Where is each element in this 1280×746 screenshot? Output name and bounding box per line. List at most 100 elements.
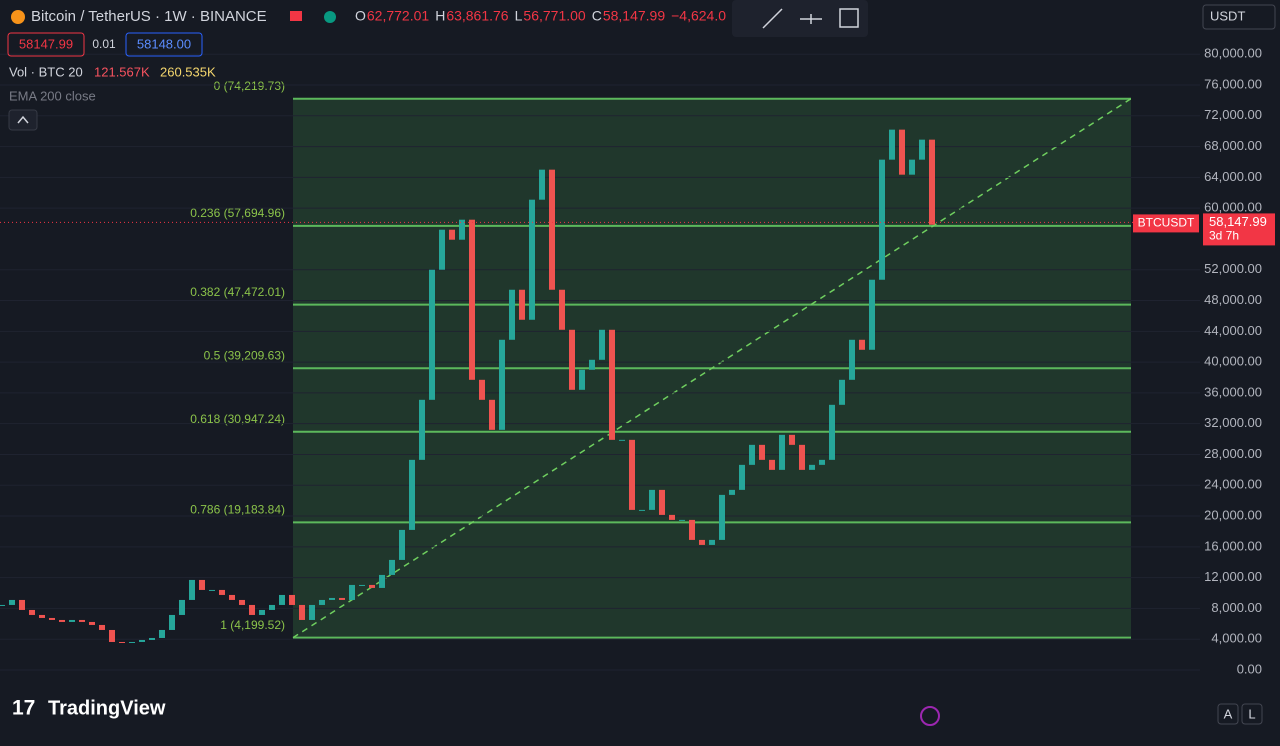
candle xyxy=(139,639,145,642)
horizontal-ray-tool[interactable] xyxy=(800,14,822,24)
price-tick-label: 76,000.00 xyxy=(1204,76,1262,91)
candle xyxy=(849,339,855,380)
candle xyxy=(389,559,395,575)
candle xyxy=(659,489,665,515)
tag-price-box xyxy=(1203,213,1275,246)
price-tick-label: 40,000.00 xyxy=(1204,354,1262,369)
fib-label: 0.382 (47,472.01) xyxy=(190,285,285,299)
price-tick-label: 52,000.00 xyxy=(1204,261,1262,276)
candle xyxy=(679,519,685,521)
price-tick-label: 48,000.00 xyxy=(1204,292,1262,307)
ohlc-key: H xyxy=(435,8,445,24)
candle xyxy=(49,617,55,620)
currency-select[interactable] xyxy=(1202,4,1276,30)
candle xyxy=(569,329,575,390)
candle xyxy=(629,439,635,510)
candle xyxy=(419,399,425,460)
flag-icon[interactable] xyxy=(290,11,302,21)
candle xyxy=(719,494,725,540)
candle xyxy=(219,589,225,595)
symbol-title: Bitcoin / TetherUS · 1W · BINANCE xyxy=(31,8,267,25)
price-tick-label: 80,000.00 xyxy=(1204,46,1262,61)
candle xyxy=(829,404,835,460)
candle xyxy=(279,594,285,605)
candle xyxy=(79,619,85,622)
ohlc-value: 56,771.00 xyxy=(523,8,585,24)
scale-button[interactable] xyxy=(1217,703,1239,725)
price-tick-label: 28,000.00 xyxy=(1204,446,1262,461)
candle xyxy=(839,379,845,405)
rectangle-tool[interactable] xyxy=(839,8,859,28)
candle xyxy=(239,599,245,605)
candle xyxy=(149,637,155,640)
currency: USDT xyxy=(1210,8,1245,23)
ohlc-value: 58,147.99 xyxy=(603,8,665,24)
candle xyxy=(89,621,95,625)
candle xyxy=(599,329,605,360)
candle xyxy=(749,444,755,465)
logo-mark: 17 xyxy=(12,697,35,720)
price-tick-label: 68,000.00 xyxy=(1204,138,1262,153)
candle xyxy=(769,459,775,470)
tag-price: 58,147.99 xyxy=(1209,214,1267,229)
candle xyxy=(209,589,215,591)
candle xyxy=(19,599,25,610)
candle xyxy=(809,464,815,470)
candle xyxy=(9,599,15,605)
bid-box[interactable] xyxy=(7,32,85,57)
candle xyxy=(639,509,645,511)
candle xyxy=(619,439,625,441)
candle xyxy=(39,614,45,618)
candle xyxy=(519,289,525,320)
candle xyxy=(669,514,675,520)
tag-countdown: 3d 7h xyxy=(1209,229,1239,243)
candle xyxy=(549,169,555,290)
candle xyxy=(759,444,765,460)
candle xyxy=(699,539,705,545)
candle xyxy=(29,609,35,615)
price-tick-label: 60,000.00 xyxy=(1204,200,1262,215)
candle xyxy=(859,339,865,350)
candle xyxy=(439,229,445,270)
candle xyxy=(129,641,135,643)
ask-box[interactable] xyxy=(125,32,203,57)
trend-line-tool[interactable] xyxy=(762,8,783,29)
price-tick-label: 16,000.00 xyxy=(1204,538,1262,553)
collapse-button[interactable] xyxy=(8,109,38,131)
candle xyxy=(359,584,365,586)
tag-symbol: BTCUSDT xyxy=(1138,216,1195,230)
fib-label: 0.236 (57,694.96) xyxy=(190,206,285,220)
price-tick-label: 36,000.00 xyxy=(1204,384,1262,399)
candle xyxy=(709,539,715,545)
candle xyxy=(99,624,105,630)
scale-button-label: L xyxy=(1248,706,1255,721)
symbol-icon xyxy=(11,10,25,24)
candle xyxy=(649,489,655,510)
candle xyxy=(289,594,295,605)
candle xyxy=(729,489,735,495)
candle xyxy=(109,629,115,642)
candle xyxy=(909,159,915,175)
price-tick-label: 20,000.00 xyxy=(1204,507,1262,522)
candle xyxy=(399,529,405,560)
ask: 58148.00 xyxy=(137,36,191,51)
ohlc-key: L xyxy=(515,8,523,24)
candle xyxy=(469,219,475,380)
candle xyxy=(689,519,695,540)
fib-label: 1 (4,199.52) xyxy=(220,618,285,632)
ohlc-key: C xyxy=(592,8,602,24)
candle xyxy=(199,579,205,590)
candle xyxy=(259,609,265,615)
logo: TradingView xyxy=(48,697,166,719)
candle xyxy=(369,584,375,588)
price-tick-label: 44,000.00 xyxy=(1204,323,1262,338)
price-tick-label: 32,000.00 xyxy=(1204,415,1262,430)
candle xyxy=(779,434,785,470)
tag-symbol-box xyxy=(1133,214,1199,233)
price-tick-label: 24,000.00 xyxy=(1204,477,1262,492)
candle xyxy=(329,597,335,600)
candle xyxy=(919,139,925,160)
scale-button[interactable] xyxy=(1241,703,1263,725)
scale-button-label: A xyxy=(1224,706,1233,721)
lightning-button[interactable] xyxy=(920,706,940,726)
